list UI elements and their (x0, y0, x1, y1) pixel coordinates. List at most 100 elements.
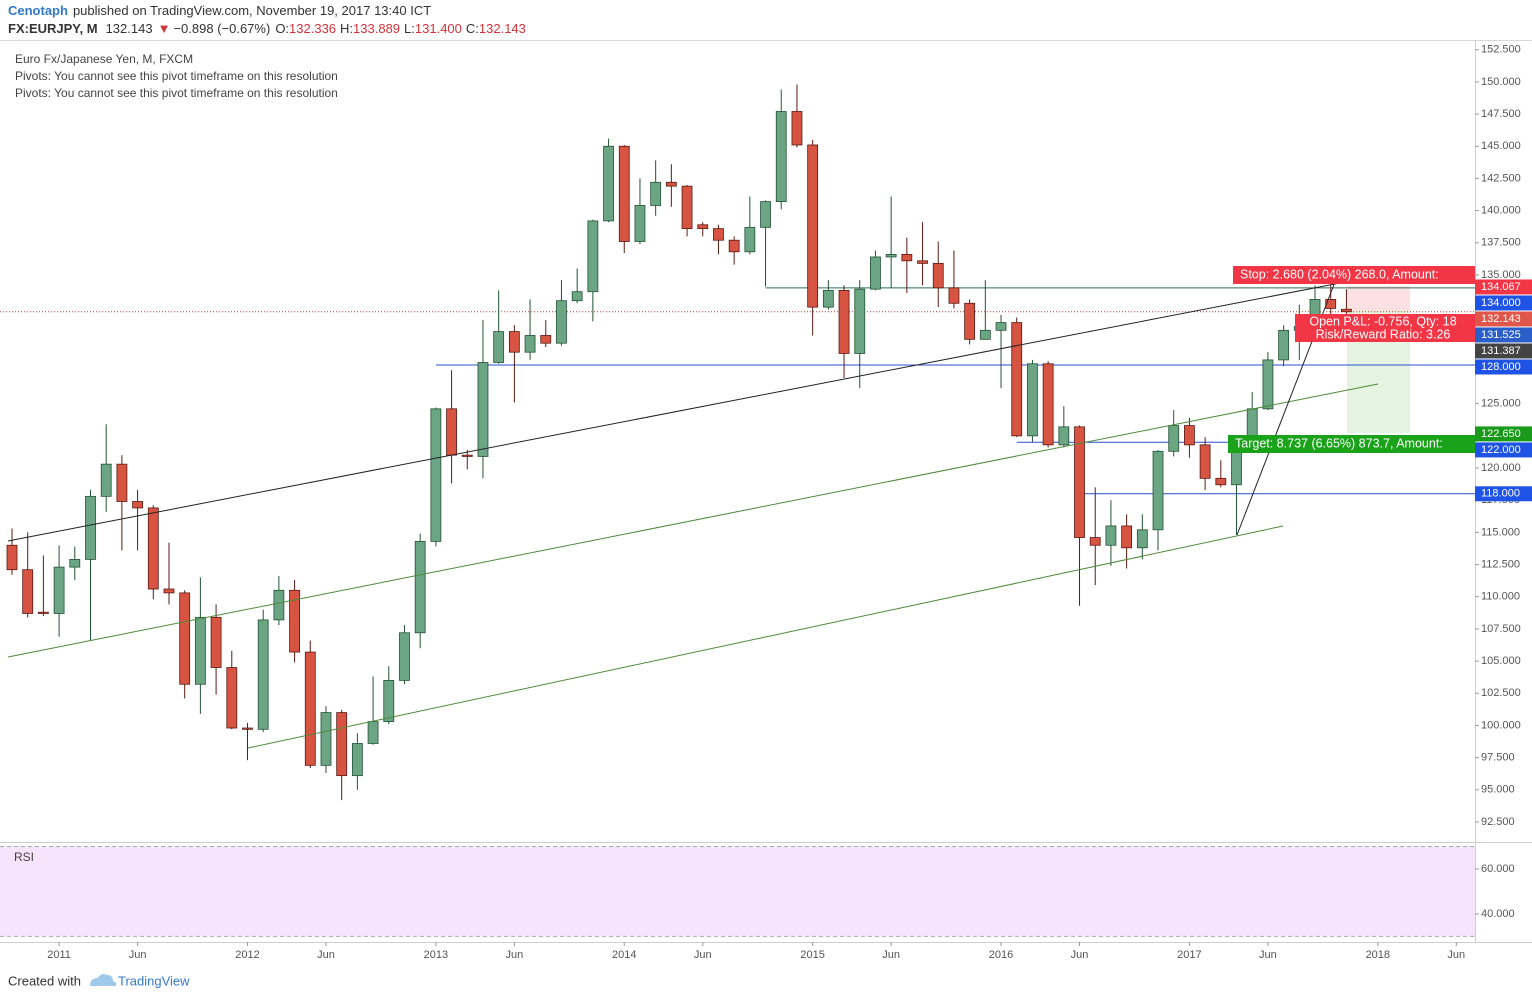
x-tick-label: Jun (1447, 949, 1465, 961)
price-label-box (1475, 279, 1532, 295)
candle-body (1168, 425, 1180, 452)
footer-brand: TradingView (118, 973, 190, 988)
x-tick-label: Jun (1259, 949, 1277, 961)
price-label-box (1475, 442, 1532, 458)
price-label: 134.067 (1481, 281, 1521, 293)
x-tick-label: 2015 (800, 949, 824, 961)
study-note: Pivots: You cannot see this pivot timefr… (15, 69, 338, 83)
change: −0.898 (−0.67%) (173, 21, 270, 36)
ohlc-label: L: (404, 21, 415, 36)
price-label: 122.650 (1481, 428, 1521, 440)
candles (6, 84, 1352, 801)
candle-body (822, 290, 834, 308)
candle-body (587, 220, 599, 293)
candle-body (571, 291, 583, 302)
candle-body (1215, 477, 1227, 486)
y-tick-label: 125.000 (1481, 398, 1521, 410)
x-tick-label: Jun (1071, 949, 1089, 961)
candle-body (932, 262, 944, 289)
study-note: Pivots: You cannot see this pivot timefr… (15, 86, 338, 100)
candle-body (6, 544, 18, 571)
candle-body (147, 507, 159, 590)
candle-body (37, 611, 49, 614)
y-tick-label: 40.000 (1481, 908, 1515, 920)
price-label-box (1475, 343, 1532, 359)
y-tick-label: 135.000 (1481, 269, 1521, 281)
candle-body (304, 651, 316, 766)
candle-body (1027, 363, 1038, 437)
candle-body (477, 362, 489, 457)
ohlc-value: 133.889 (353, 21, 400, 36)
rsi-title: RSI (14, 850, 34, 864)
candle-body (336, 712, 348, 777)
trend-line (7, 282, 1341, 542)
candle-body (351, 743, 363, 777)
stop-zone (1347, 286, 1410, 311)
candle-body (399, 632, 410, 681)
price-label: 131.525 (1481, 329, 1521, 341)
candle-body (681, 185, 693, 230)
x-tick-label: Jun (317, 949, 335, 961)
y-tick-label: 105.000 (1481, 655, 1521, 667)
y-tick-label: 145.000 (1481, 140, 1521, 152)
price-label-box (1475, 295, 1532, 311)
y-tick-label: 110.000 (1481, 591, 1520, 603)
pnl-label-box (1295, 314, 1475, 342)
y-tick-label: 92.500 (1481, 816, 1515, 828)
candle-body (242, 727, 253, 730)
last-price: 132.143 (106, 21, 153, 36)
axes: 92.500 95.000 97.500 100.000 102.500 105.000 1… (47, 44, 1532, 961)
candle-body (1231, 449, 1242, 486)
x-tick-label: Jun (694, 949, 712, 961)
candle-body (53, 566, 65, 614)
candle-body (1199, 444, 1211, 479)
candle-body (69, 559, 81, 568)
candle-body (791, 111, 803, 146)
candle-body (650, 181, 662, 206)
candle-body (807, 144, 819, 308)
x-tick-label: 2017 (1177, 949, 1201, 961)
price-label-box (1475, 426, 1532, 442)
ohlc-value: 132.336 (289, 21, 336, 36)
ohlc-value: 131.400 (415, 21, 462, 36)
author: Cenotaph (8, 3, 68, 18)
symbol: FX:EURJPY, M (8, 21, 98, 36)
price-label: 122.000 (1481, 444, 1521, 456)
candle-body (901, 253, 913, 262)
x-tick-label: 2018 (1366, 949, 1390, 961)
candle-body (1058, 426, 1070, 446)
y-tick-label: 100.000 (1481, 719, 1521, 731)
candle-body (665, 181, 677, 187)
candle-body (697, 224, 709, 230)
candle-body (775, 111, 787, 202)
candle-body (446, 408, 457, 456)
candle-body (132, 501, 143, 509)
pnl-label: Open P&L: -0.756, Qty: 18 (1309, 314, 1456, 328)
candle-body (838, 290, 850, 354)
logo (90, 974, 117, 986)
candle-body (995, 322, 1007, 331)
channel-line (7, 383, 1379, 658)
x-tick-label: 2012 (235, 949, 259, 961)
y-tick-label: 140.000 (1481, 205, 1521, 217)
candle-body (540, 335, 552, 344)
header-line: Cenotaph published on TradingView.com, No… (8, 3, 431, 18)
candle-body (22, 569, 34, 614)
candle-body (194, 616, 206, 685)
candle-body (713, 228, 724, 241)
x-tick-label: Jun (505, 949, 523, 961)
candle-body (1341, 308, 1352, 313)
candle-body (226, 667, 238, 729)
candle-body (885, 253, 897, 258)
ohlc-label: O: (275, 21, 289, 36)
candle-body (461, 454, 473, 457)
candle-body (383, 680, 395, 722)
y-tick-label: 95.000 (1481, 784, 1515, 796)
candle-body (367, 721, 379, 744)
x-tick-label: 2011 (47, 949, 71, 961)
y-tick-label: 102.500 (1481, 687, 1521, 699)
candle-body (493, 331, 505, 363)
price-label: 118.000 (1481, 488, 1520, 500)
